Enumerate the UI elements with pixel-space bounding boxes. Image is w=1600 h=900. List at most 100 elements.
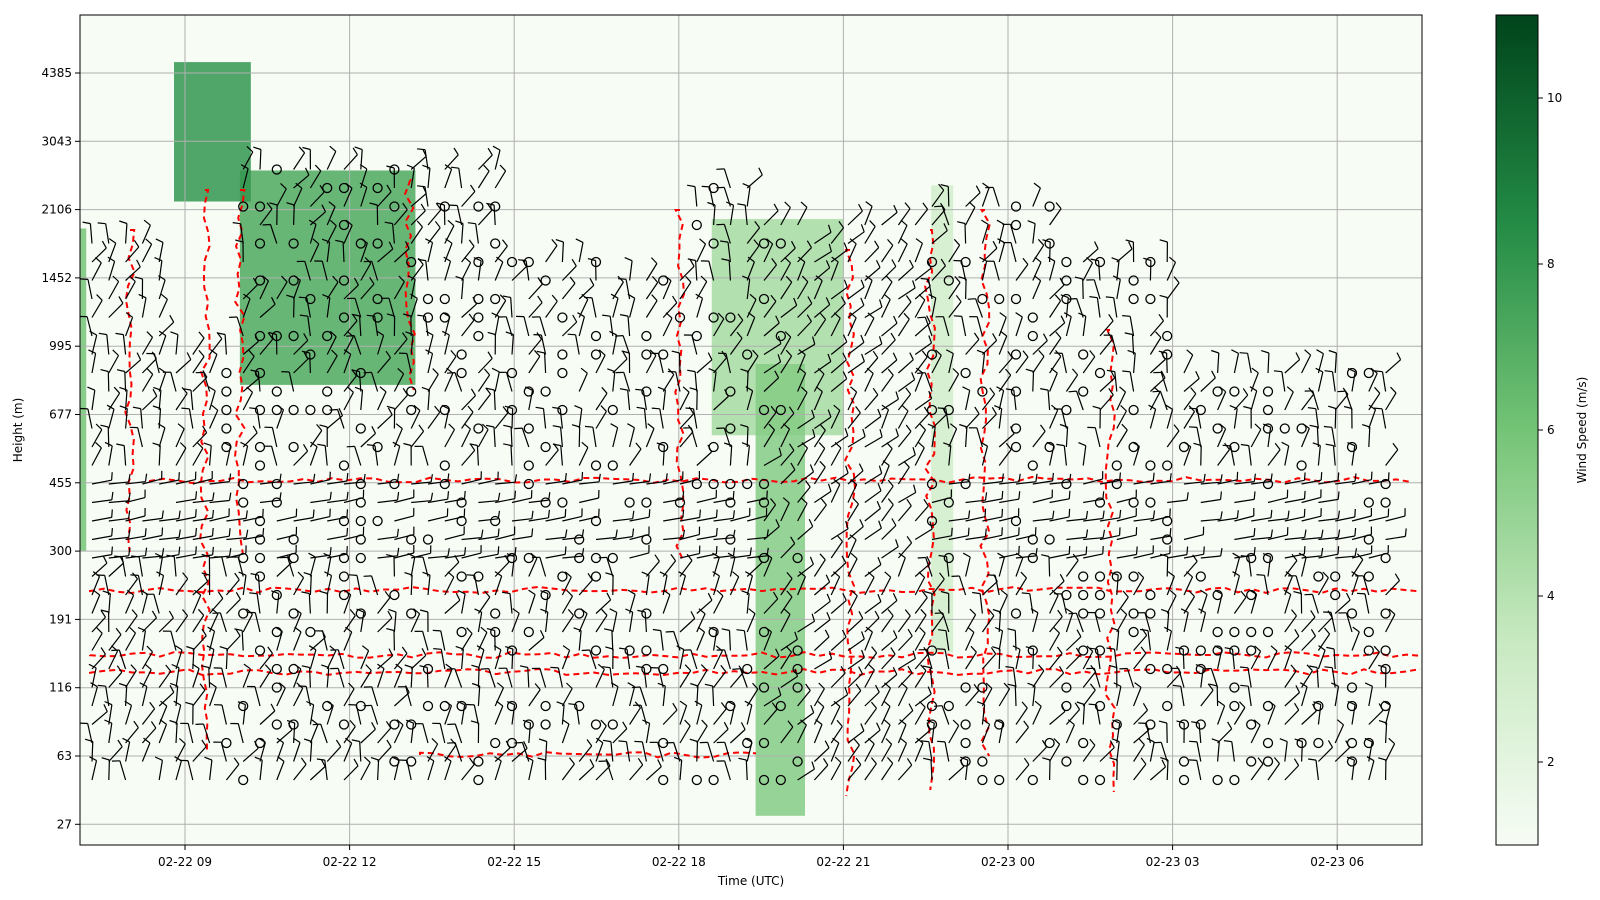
- wind-barb: [377, 241, 394, 263]
- wind-barb: [312, 723, 328, 744]
- wind-barb: [393, 423, 403, 448]
- wind-barb: [498, 371, 513, 392]
- x-tick-label-5: 02-23 00: [981, 855, 1035, 869]
- wind-barb: [404, 664, 413, 688]
- wind-barb: [550, 666, 563, 688]
- wind-barb: [545, 546, 567, 559]
- wind-barb: [154, 756, 163, 781]
- wind-barb: [322, 330, 333, 342]
- wind-barb: [108, 529, 131, 541]
- wind-barb: [247, 611, 261, 633]
- x-axis-label: Time (UTC): [717, 874, 784, 888]
- wind-barb: [327, 546, 348, 559]
- wind-barb: [449, 204, 463, 226]
- wind-barb: [490, 238, 501, 249]
- wind-barb: [545, 239, 558, 263]
- wind-barb: [180, 722, 194, 744]
- wind-barb: [427, 737, 439, 762]
- wind-barb: [528, 630, 545, 651]
- wind-barb: [254, 441, 266, 453]
- contour-vertical-1: [199, 189, 211, 751]
- wind-barb: [107, 256, 116, 281]
- wind-barb: [447, 723, 463, 744]
- wind-barb: [478, 546, 500, 559]
- wind-barb: [234, 628, 244, 651]
- wind-barb: [259, 296, 276, 318]
- wind-barb: [561, 645, 571, 670]
- wind-barb: [296, 260, 311, 281]
- wind-barb: [461, 545, 482, 559]
- wind-barb: [314, 260, 328, 281]
- heat-region-2: [80, 228, 87, 552]
- wind-barb: [91, 589, 101, 614]
- wind-barb: [276, 182, 287, 207]
- wind-barb: [108, 349, 120, 374]
- wind-barb: [506, 645, 518, 656]
- wind-barb: [363, 704, 379, 725]
- y-tick-label-0: 27: [57, 817, 72, 831]
- wind-barb: [410, 203, 426, 226]
- wind-barb: [259, 332, 274, 355]
- wind-barb: [115, 332, 127, 355]
- colorbar-ticks: 2 4 6 8 10: [1538, 91, 1562, 769]
- x-tick-label-6: 02-23 03: [1146, 855, 1200, 869]
- wind-barb: [200, 665, 211, 688]
- y-tick-label-7: 995: [49, 339, 72, 353]
- wind-barb: [389, 756, 400, 767]
- wind-barb: [249, 592, 261, 614]
- wind-barb: [406, 386, 417, 397]
- wind-barb: [561, 757, 575, 781]
- wind-barb: [506, 553, 515, 577]
- wind-barb: [410, 424, 425, 448]
- wind-barb: [354, 146, 363, 170]
- wind-barb: [316, 758, 328, 781]
- wind-barb: [444, 547, 467, 559]
- wind-barb: [505, 331, 514, 355]
- wind-barb: [108, 474, 131, 485]
- wind-barb: [506, 552, 518, 564]
- wind-barb: [230, 722, 244, 744]
- wind-barb: [254, 552, 266, 564]
- wind-barb: [254, 460, 266, 471]
- contour-vertical-8: [1104, 329, 1116, 793]
- wind-barb: [444, 164, 453, 189]
- wind-barb: [446, 372, 463, 392]
- wind-barb: [91, 509, 113, 522]
- wind-barb: [338, 589, 350, 601]
- wind-barb: [102, 590, 111, 614]
- wind-barb: [91, 528, 113, 541]
- wind-barb: [338, 275, 350, 286]
- wind-barb: [444, 592, 461, 614]
- wind-barb: [326, 330, 337, 355]
- wind-barb: [461, 757, 475, 781]
- wind-barb: [108, 296, 124, 318]
- wind-barb: [225, 591, 241, 614]
- wind-barb: [254, 571, 266, 582]
- wind-barb: [386, 554, 395, 577]
- wind-barb: [250, 369, 261, 392]
- wind-barb: [254, 534, 266, 545]
- wind-barb: [561, 719, 570, 744]
- wind-barb: [232, 222, 244, 244]
- wind-barb: [209, 591, 224, 614]
- wind-barb: [506, 404, 518, 416]
- wind-barb: [192, 442, 204, 466]
- wind-barb: [498, 667, 513, 688]
- wind-barb: [281, 371, 295, 392]
- wind-barb: [425, 238, 434, 263]
- wind-barb: [125, 239, 140, 263]
- wind-barb: [406, 756, 417, 767]
- wind-barb: [348, 574, 362, 596]
- wind-barb: [506, 701, 516, 725]
- wind-barb: [422, 293, 434, 305]
- wind-barb: [523, 256, 534, 268]
- wind-barb: [309, 441, 318, 466]
- wind-barb: [414, 723, 429, 744]
- wind-barb: [175, 352, 192, 374]
- wind-barb: [175, 572, 189, 596]
- wind-barb: [394, 545, 415, 559]
- wind-barb: [443, 756, 452, 781]
- wind-barb: [185, 701, 194, 725]
- wind-barb: [293, 146, 306, 170]
- wind-barb: [303, 738, 313, 762]
